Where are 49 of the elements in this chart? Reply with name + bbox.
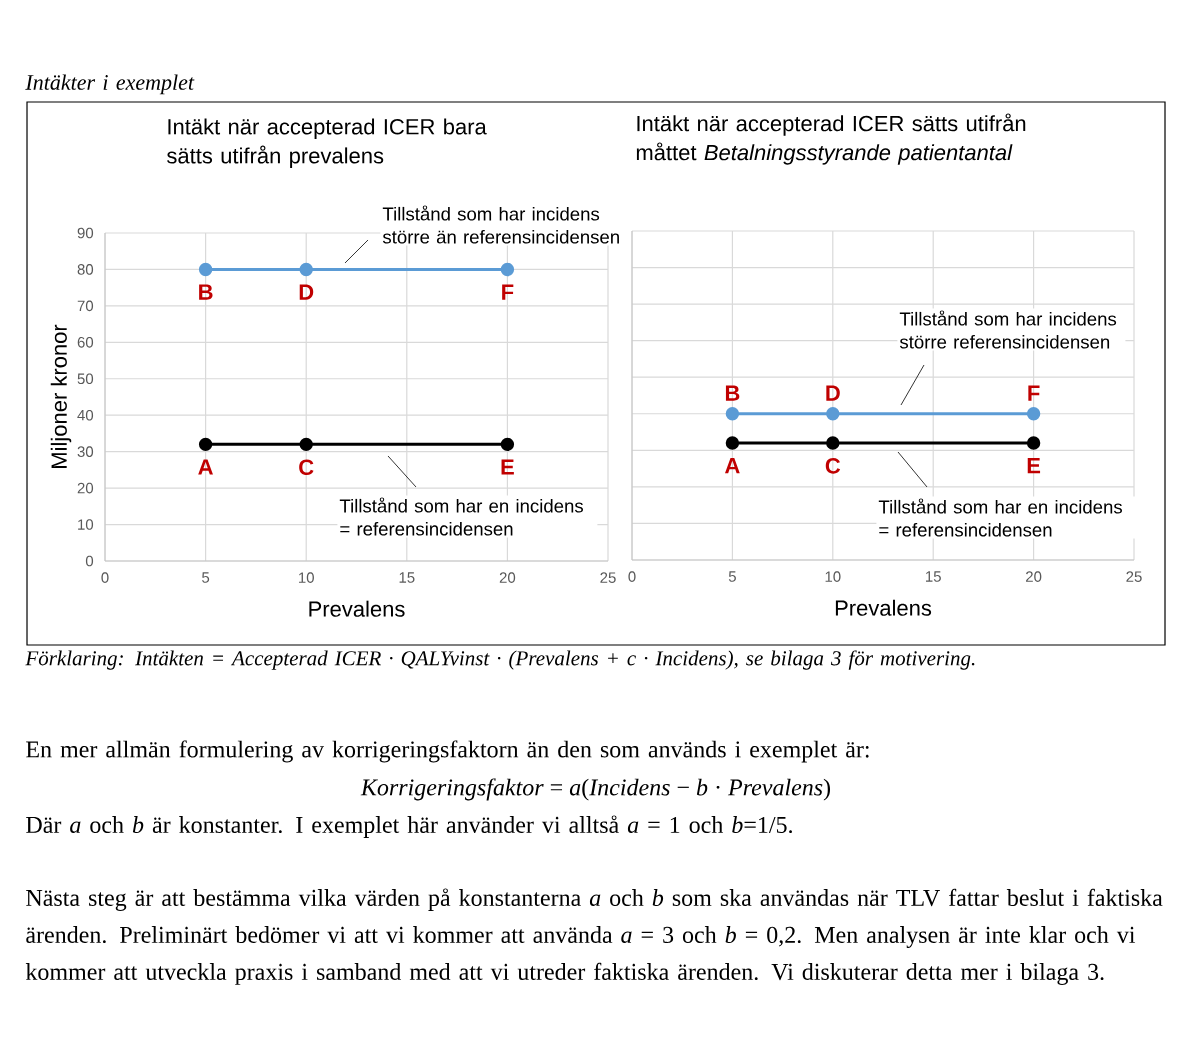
annotation: B bbox=[725, 385, 740, 401]
annotation: D bbox=[299, 284, 314, 300]
y-tick-label: 70 bbox=[77, 300, 94, 312]
x-axis-title: Prevalens bbox=[309, 600, 405, 617]
annotation: F bbox=[1028, 385, 1040, 401]
x-tick-label: 15 bbox=[399, 572, 415, 583]
text: Korrigeringsfaktor = a(Incidens − b · Prevalens) bbox=[360, 778, 831, 801]
chart-title: Intäkt när accepterad ICER bara sätts utifrån prevalens bbox=[167, 118, 487, 168]
y-tick-label: 60 bbox=[77, 337, 94, 348]
annotation: Tillstånd som har incidens större än referensincidensen bbox=[382, 205, 619, 244]
annotation: A bbox=[725, 458, 740, 474]
x-axis-title: Prevalens bbox=[835, 599, 932, 616]
annotation: Tillstånd som har en incidens = referensincidensen bbox=[339, 497, 583, 536]
y-tick-label: 80 bbox=[77, 264, 94, 275]
chart-title: Intäkt när accepterad ICER sätts utifrån måttet Betalningsstyrande patientantal bbox=[636, 113, 1026, 165]
x-tick-label: 5 bbox=[202, 572, 210, 583]
y-tick-label: 0 bbox=[85, 555, 94, 567]
x-tick-label: 25 bbox=[1126, 571, 1142, 582]
y-tick-label: 40 bbox=[77, 409, 94, 421]
x-tick-label: 20 bbox=[499, 572, 516, 583]
x-tick-label: 5 bbox=[728, 571, 736, 582]
text: Där a och b är konstanter. I exemplet här använder vi alltså a = 1 och b=1/5. bbox=[26, 815, 792, 838]
annotation: C bbox=[299, 459, 314, 476]
annotation: Tillstånd som har incidens större referensincidensen bbox=[899, 310, 1117, 349]
x-tick-label: 20 bbox=[1026, 571, 1042, 582]
x-tick-label: 0 bbox=[628, 571, 636, 582]
text: Intäkter i exemplet bbox=[25, 74, 195, 95]
text: En mer allmän formulering av korrigeringsfaktorn än den som används i exemplet är: bbox=[26, 740, 869, 763]
x-tick-label: 25 bbox=[600, 572, 616, 583]
y-tick-label: 20 bbox=[77, 482, 94, 494]
text: Förklaring: Intäkten = Accepterad ICER · QALYvinst · (Prevalens + c · Incidens), se bilaga 3 för motivering. bbox=[25, 650, 975, 670]
annotation: D bbox=[826, 385, 840, 401]
x-tick-label: 10 bbox=[298, 572, 314, 583]
annotation: C bbox=[825, 458, 841, 474]
y-tick-label: 10 bbox=[78, 519, 94, 530]
y-tick-label: 30 bbox=[77, 446, 94, 457]
y-tick-label: 50 bbox=[77, 373, 94, 385]
x-tick-label: 15 bbox=[925, 571, 941, 582]
text: Nästa steg är att bestämma vilka värden på konstanterna a och b som ska användas när TLV fattar beslut i faktiska ärenden. Preliminärt bedömer vi att vi kommer att använda a = 3 och b = 0,2. Men analysen är inte klar och vi kommer att utveckla praxis i samband med att vi utreder faktiska ärenden. Vi diskuterar detta mer i bilaga 3. bbox=[25, 888, 1163, 985]
annotation: E bbox=[501, 459, 514, 475]
annotation: F bbox=[502, 284, 514, 300]
annotation: B bbox=[199, 284, 213, 300]
annotation: E bbox=[1027, 458, 1041, 474]
x-tick-label: 0 bbox=[101, 572, 109, 583]
y-axis-title: Miljoner kronor bbox=[50, 324, 72, 468]
y-tick-label: 90 bbox=[77, 227, 94, 239]
annotation: A bbox=[198, 459, 213, 475]
annotation: Tillstånd som har en incidens = referensincidensen bbox=[878, 498, 1122, 537]
x-tick-label: 10 bbox=[825, 571, 841, 582]
